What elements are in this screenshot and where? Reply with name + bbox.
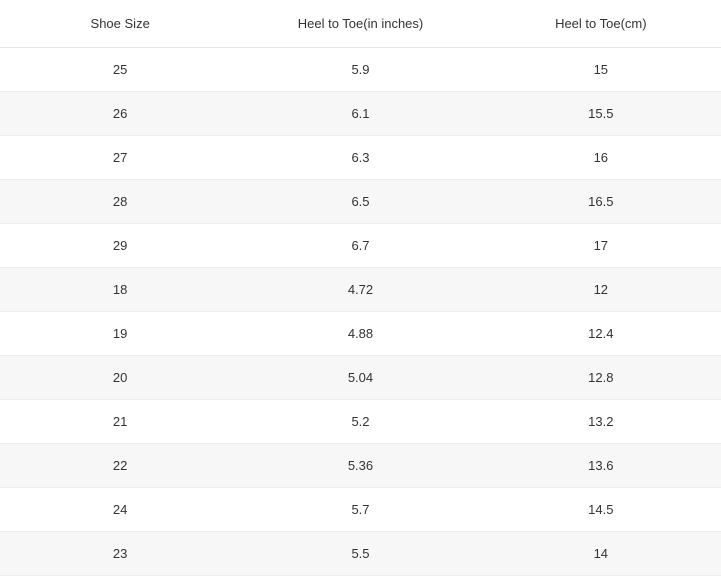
cell-cm: 16.5	[481, 180, 721, 223]
cell-inches: 4.72	[240, 268, 480, 311]
cell-shoe-size: 20	[0, 356, 240, 399]
cell-inches: 4.88	[240, 312, 480, 355]
cell-inches: 5.7	[240, 488, 480, 531]
col-header-heel-to-toe-inches: Heel to Toe(in inches)	[240, 0, 480, 47]
table-row: 22 5.36 13.6	[0, 444, 721, 488]
size-table: Shoe Size Heel to Toe(in inches) Heel to…	[0, 0, 721, 576]
table-row: 23 5.5 14	[0, 532, 721, 576]
cell-cm: 13.2	[481, 400, 721, 443]
cell-inches: 6.5	[240, 180, 480, 223]
table-row: 24 5.7 14.5	[0, 488, 721, 532]
col-header-heel-to-toe-cm: Heel to Toe(cm)	[481, 0, 721, 47]
cell-inches: 6.1	[240, 92, 480, 135]
cell-cm: 12.8	[481, 356, 721, 399]
col-header-shoe-size: Shoe Size	[0, 0, 240, 47]
cell-cm: 15.5	[481, 92, 721, 135]
cell-shoe-size: 19	[0, 312, 240, 355]
cell-shoe-size: 29	[0, 224, 240, 267]
cell-inches: 5.36	[240, 444, 480, 487]
table-row: 25 5.9 15	[0, 48, 721, 92]
cell-shoe-size: 18	[0, 268, 240, 311]
cell-inches: 5.9	[240, 48, 480, 91]
cell-cm: 15	[481, 48, 721, 91]
table-row: 28 6.5 16.5	[0, 180, 721, 224]
cell-shoe-size: 25	[0, 48, 240, 91]
table-row: 27 6.3 16	[0, 136, 721, 180]
table-row: 18 4.72 12	[0, 268, 721, 312]
table-row: 29 6.7 17	[0, 224, 721, 268]
cell-cm: 14.5	[481, 488, 721, 531]
table-row: 21 5.2 13.2	[0, 400, 721, 444]
cell-inches: 5.2	[240, 400, 480, 443]
cell-cm: 14	[481, 532, 721, 575]
cell-shoe-size: 27	[0, 136, 240, 179]
cell-shoe-size: 26	[0, 92, 240, 135]
cell-cm: 17	[481, 224, 721, 267]
table-row: 19 4.88 12.4	[0, 312, 721, 356]
cell-cm: 16	[481, 136, 721, 179]
cell-shoe-size: 22	[0, 444, 240, 487]
cell-cm: 12.4	[481, 312, 721, 355]
cell-inches: 6.3	[240, 136, 480, 179]
cell-shoe-size: 28	[0, 180, 240, 223]
cell-cm: 12	[481, 268, 721, 311]
table-row: 20 5.04 12.8	[0, 356, 721, 400]
cell-inches: 5.5	[240, 532, 480, 575]
cell-inches: 5.04	[240, 356, 480, 399]
table-header-row: Shoe Size Heel to Toe(in inches) Heel to…	[0, 0, 721, 48]
cell-shoe-size: 21	[0, 400, 240, 443]
cell-shoe-size: 23	[0, 532, 240, 575]
cell-cm: 13.6	[481, 444, 721, 487]
cell-inches: 6.7	[240, 224, 480, 267]
table-row: 26 6.1 15.5	[0, 92, 721, 136]
cell-shoe-size: 24	[0, 488, 240, 531]
